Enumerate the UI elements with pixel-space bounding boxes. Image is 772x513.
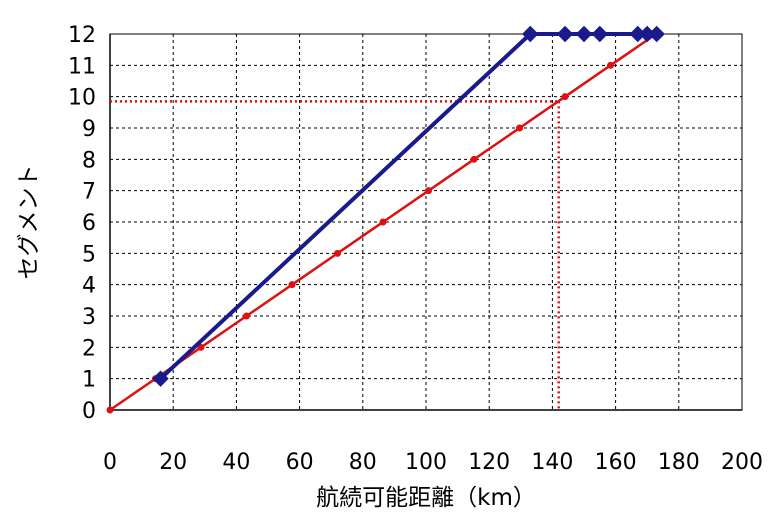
x-tick-label: 180 bbox=[658, 450, 700, 475]
x-tick-label: 140 bbox=[531, 450, 573, 475]
data-point-circle bbox=[288, 281, 296, 289]
y-tick-label: 9 bbox=[82, 117, 96, 142]
x-tick-label: 120 bbox=[468, 450, 510, 475]
axes bbox=[109, 34, 742, 411]
data-point-diamond bbox=[575, 25, 593, 43]
data-point-circle bbox=[243, 312, 251, 320]
data-point-circle bbox=[516, 124, 524, 132]
reference-lines bbox=[110, 100, 560, 410]
x-tick-label: 20 bbox=[159, 450, 187, 475]
x-tick-label: 40 bbox=[222, 450, 250, 475]
data-point-circle bbox=[607, 61, 615, 69]
data-point-diamond bbox=[591, 25, 609, 43]
y-tick-label: 8 bbox=[82, 148, 96, 173]
y-tick-label: 0 bbox=[82, 399, 96, 424]
data-point-circle bbox=[470, 155, 478, 163]
x-tick-label: 100 bbox=[405, 450, 447, 475]
y-tick-label: 10 bbox=[68, 86, 96, 111]
y-tick-label: 11 bbox=[68, 54, 96, 79]
data-point-diamond bbox=[152, 370, 169, 387]
data-point-circle bbox=[197, 343, 205, 351]
x-tick-label: 0 bbox=[103, 450, 117, 475]
y-axis-title: セグメント bbox=[16, 165, 42, 280]
x-axis-title: 航続可能距離（km） bbox=[316, 485, 536, 511]
tick-labels: 0 20 40 60 80 100 120 140 160 180 2000123456789101… bbox=[68, 23, 763, 475]
data-point-diamond bbox=[522, 25, 539, 43]
x-tick-label: 80 bbox=[349, 450, 377, 475]
data-point-diamond bbox=[648, 25, 665, 43]
y-tick-label: 7 bbox=[82, 180, 96, 205]
data-point-circle bbox=[379, 218, 387, 226]
y-tick-label: 6 bbox=[82, 211, 96, 236]
grid bbox=[110, 34, 742, 410]
x-tick-label: 60 bbox=[286, 450, 314, 475]
x-tick-label: 200 bbox=[721, 450, 763, 475]
y-tick-label: 4 bbox=[82, 274, 96, 299]
y-tick-label: 5 bbox=[82, 242, 96, 267]
y-tick-label: 1 bbox=[82, 368, 96, 393]
data-point-circle bbox=[106, 406, 114, 414]
data-point-circle bbox=[334, 249, 342, 257]
y-tick-label: 2 bbox=[82, 336, 96, 361]
series-group bbox=[106, 25, 665, 414]
data-point-diamond bbox=[556, 25, 574, 43]
y-tick-label: 12 bbox=[68, 23, 96, 48]
data-point-circle bbox=[425, 187, 433, 195]
x-tick-label: 160 bbox=[595, 450, 637, 475]
y-tick-label: 3 bbox=[82, 305, 96, 330]
data-point-circle bbox=[561, 93, 569, 101]
